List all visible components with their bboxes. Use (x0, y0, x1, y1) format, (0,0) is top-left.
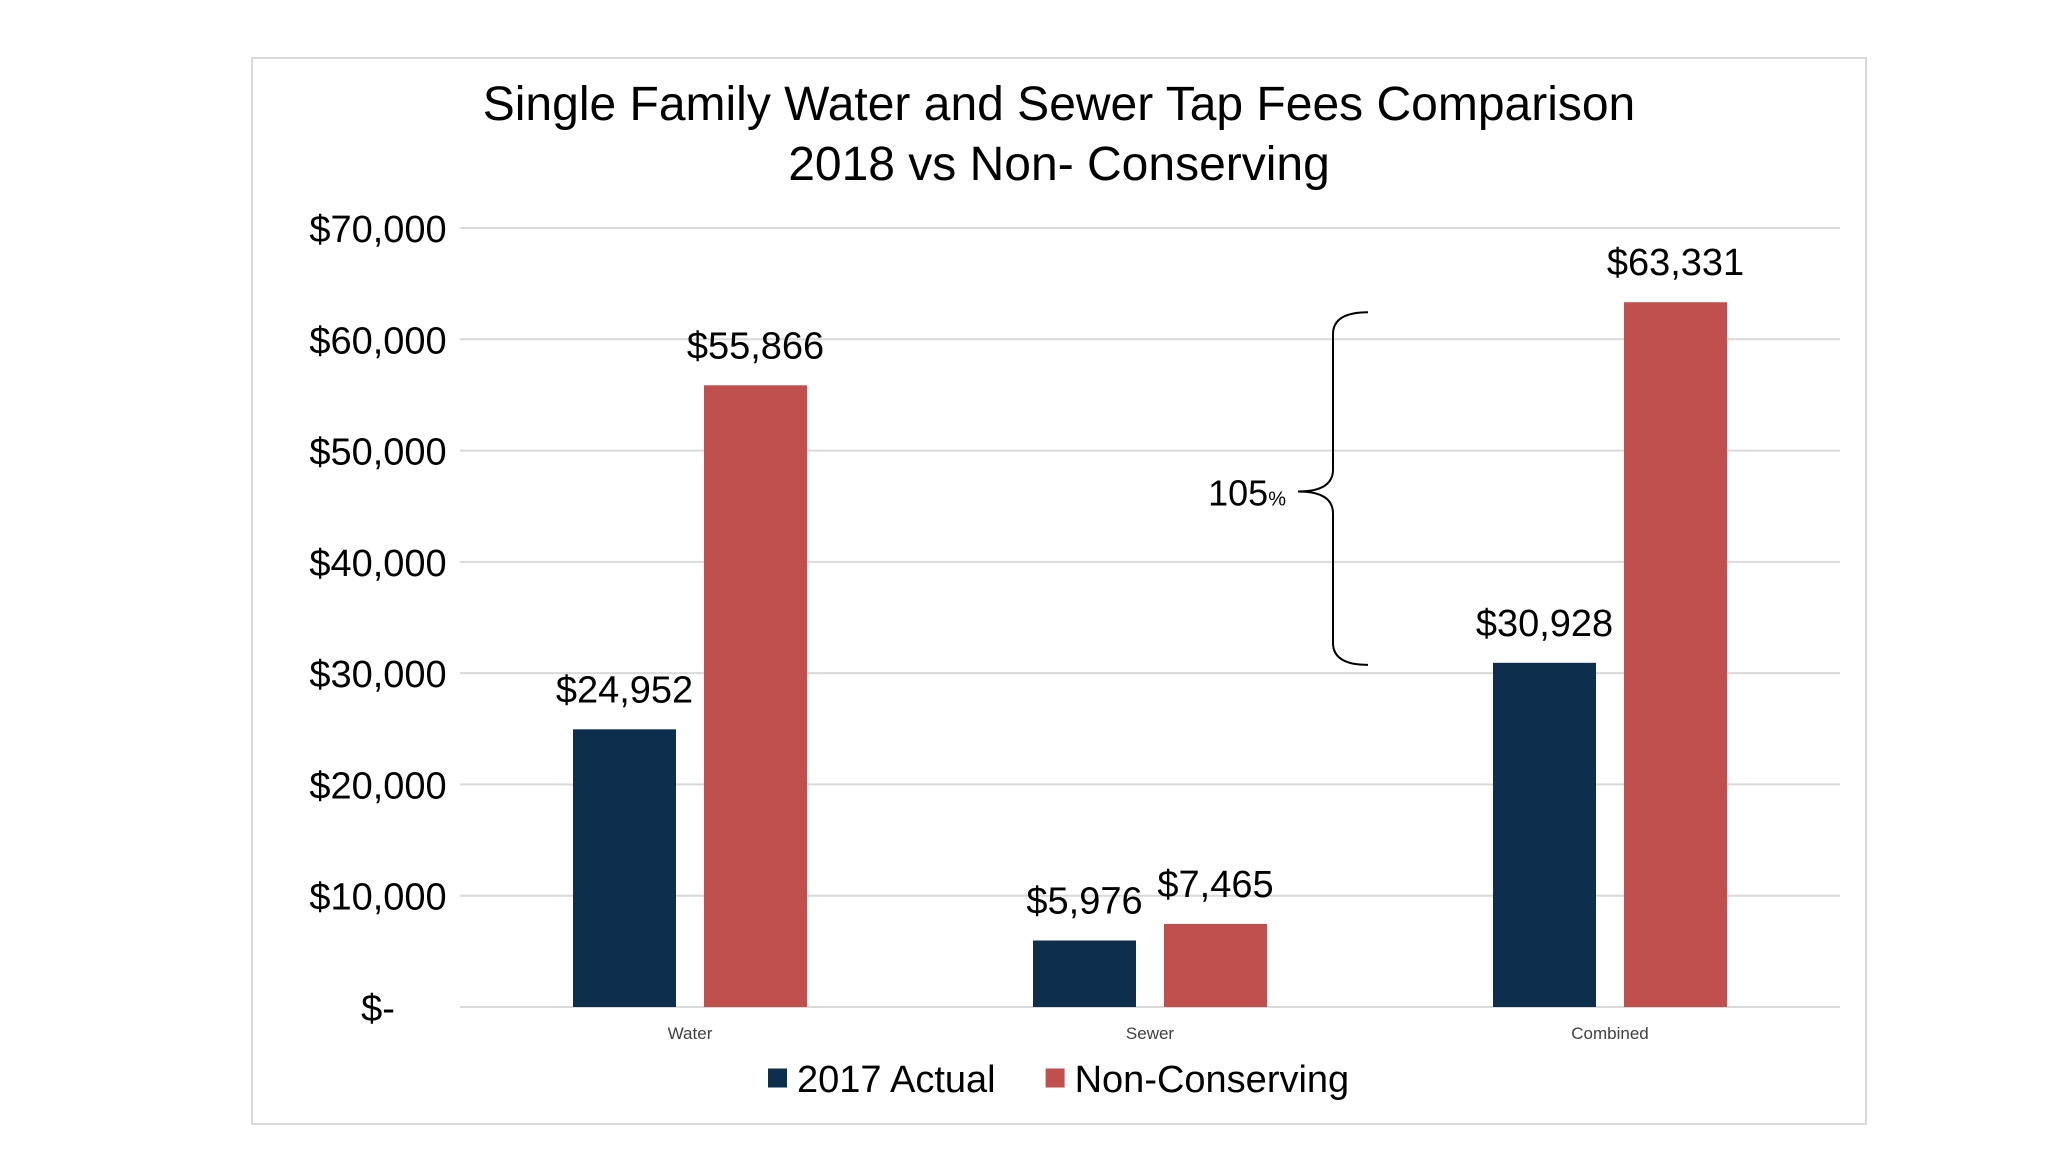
y-tick-label: $40,000 (309, 543, 446, 585)
bar-2017-actual-combined (1493, 662, 1596, 1007)
bar-data-label: $24,952 (556, 669, 693, 711)
legend: 2017 Actual Non-Conserving (768, 1059, 1349, 1101)
y-tick-label: $20,000 (309, 765, 446, 807)
percent-increase-unit: % (1268, 489, 1286, 511)
percent-increase-annotation: 105% (1208, 311, 1369, 666)
bar-non-conserving-water (704, 385, 807, 1007)
bar-non-conserving-combined (1624, 302, 1727, 1007)
legend-swatch (768, 1068, 787, 1088)
chart-subtitle: 2018 vs Non- Conserving (788, 138, 1330, 191)
y-tick-label: $50,000 (309, 432, 446, 474)
x-axis-ticks: Water Sewer Combined (668, 1024, 1649, 1043)
y-tick-label: $70,000 (309, 209, 446, 251)
bar-data-label: $30,928 (1476, 603, 1613, 645)
percent-increase-label: 105% (1208, 473, 1286, 514)
x-tick-label: Water (668, 1024, 713, 1043)
x-tick-label: Sewer (1126, 1024, 1175, 1043)
y-axis-ticks: $- $10,000 $20,000 $30,000 $40,000 $50,000 $60… (309, 209, 446, 1030)
y-tick-label: $60,000 (309, 320, 446, 362)
legend-swatch (1045, 1068, 1065, 1088)
bars: $24,952 $55,866 $5,976 $7,465 $30,928 $63,331 (556, 242, 1744, 1007)
percent-increase-number: 105 (1208, 473, 1268, 514)
bar-2017-actual-water (573, 729, 676, 1007)
bar-data-label: $55,866 (687, 325, 824, 367)
bar-data-label: $63,331 (1607, 242, 1744, 284)
bar-data-label: $7,465 (1157, 864, 1273, 906)
y-tick-label: $- (361, 988, 395, 1030)
curly-brace (1297, 311, 1369, 666)
bar-data-label: $5,976 (1026, 880, 1142, 922)
bar-2017-actual-sewer (1033, 940, 1136, 1007)
y-tick-label: $30,000 (309, 654, 446, 696)
chart-title: Single Family Water and Sewer Tap Fees C… (483, 78, 1636, 131)
x-tick-label: Combined (1571, 1024, 1649, 1043)
gridlines (460, 227, 1840, 1008)
legend-label: 2017 Actual (797, 1059, 996, 1101)
legend-label: Non-Conserving (1075, 1059, 1350, 1101)
y-tick-label: $10,000 (309, 877, 446, 919)
bar-non-conserving-sewer (1164, 923, 1267, 1007)
